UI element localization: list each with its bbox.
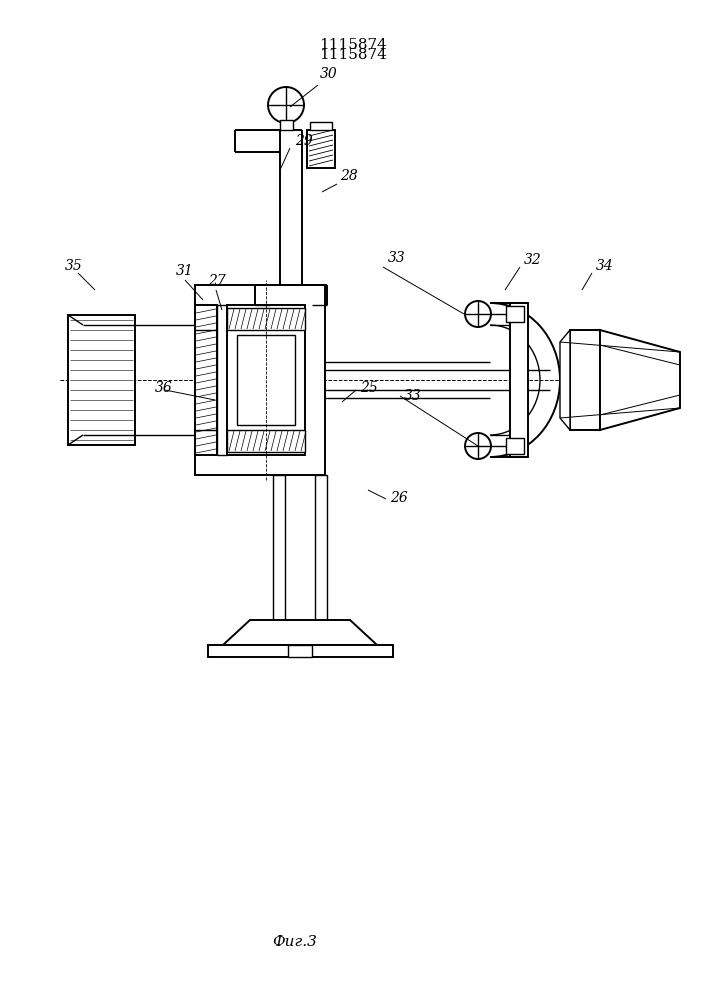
Text: 36: 36 bbox=[155, 381, 173, 395]
Bar bbox=[237, 335, 295, 425]
Bar bbox=[506, 438, 524, 454]
Text: 34: 34 bbox=[596, 259, 614, 273]
Text: Фиг.3: Фиг.3 bbox=[273, 935, 317, 949]
Polygon shape bbox=[600, 330, 680, 430]
Text: 26: 26 bbox=[390, 491, 408, 505]
Polygon shape bbox=[223, 620, 377, 645]
Bar bbox=[217, 305, 227, 455]
Bar bbox=[195, 305, 217, 455]
Bar bbox=[288, 645, 312, 657]
Text: 30: 30 bbox=[320, 67, 338, 81]
Circle shape bbox=[268, 87, 304, 123]
Text: 33: 33 bbox=[404, 389, 422, 403]
Text: 32: 32 bbox=[524, 253, 542, 267]
Bar bbox=[227, 305, 305, 455]
Polygon shape bbox=[560, 330, 570, 430]
Text: 29: 29 bbox=[295, 134, 312, 148]
Bar bbox=[208, 645, 393, 657]
Circle shape bbox=[465, 301, 491, 327]
Text: 27: 27 bbox=[208, 274, 226, 288]
Bar bbox=[570, 330, 600, 430]
Bar bbox=[68, 315, 135, 445]
Bar bbox=[195, 285, 325, 475]
Bar bbox=[310, 122, 332, 130]
Text: 31: 31 bbox=[176, 264, 194, 278]
Text: 25: 25 bbox=[360, 381, 378, 395]
Circle shape bbox=[465, 433, 491, 459]
Bar bbox=[227, 430, 305, 452]
Text: 28: 28 bbox=[340, 169, 358, 183]
Bar bbox=[307, 130, 335, 168]
Bar bbox=[506, 306, 524, 322]
Text: 35: 35 bbox=[65, 259, 83, 273]
Bar bbox=[227, 308, 305, 330]
Text: 1115874: 1115874 bbox=[319, 48, 387, 62]
Bar bbox=[280, 120, 293, 130]
Bar bbox=[315, 475, 327, 620]
Text: 1115874: 1115874 bbox=[319, 38, 387, 52]
Bar bbox=[273, 475, 285, 620]
Bar bbox=[510, 303, 528, 457]
Text: 33: 33 bbox=[388, 251, 406, 265]
